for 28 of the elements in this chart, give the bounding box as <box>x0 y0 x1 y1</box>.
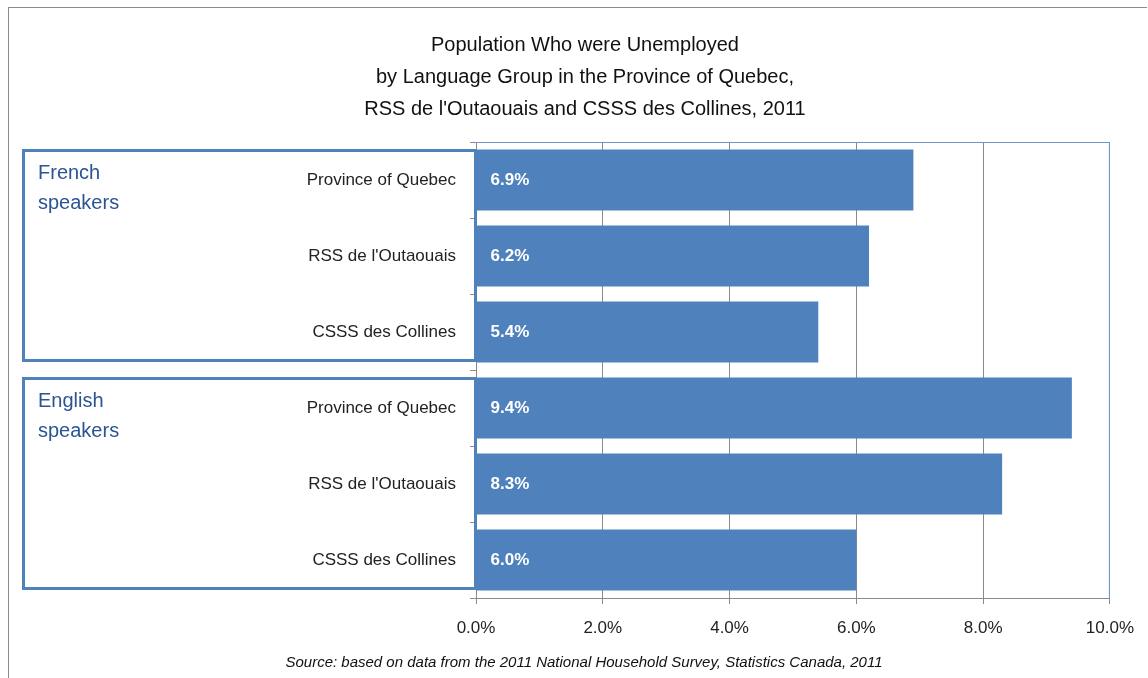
data-label: 5.4% <box>490 321 530 341</box>
bar <box>476 301 819 363</box>
data-label: 8.3% <box>490 473 530 493</box>
x-tick-label: 8.0% <box>963 617 1003 637</box>
x-tick-label: 10.0% <box>1085 617 1134 637</box>
x-tick-label: 6.0% <box>836 617 876 637</box>
bar <box>476 453 1003 515</box>
y-tick-label: Province of Quebec <box>306 169 457 189</box>
y-tick-label: RSS de l'Outaouais <box>308 245 456 265</box>
y-tick-label: CSSS des Collines <box>312 549 456 569</box>
data-label: 6.2% <box>490 245 530 265</box>
bar <box>476 377 1072 439</box>
y-tick-label: RSS de l'Outaouais <box>308 473 456 493</box>
text: English speakers <box>38 388 121 443</box>
source-note: Source: based on data from the 2011 National Household Survey, Statistics Canada, 2011 <box>284 652 884 672</box>
chart-title: Population Who were Unemployed by Language Group in the Province of Quebec, RSS de l'Outaouais and CSSS des Collines, 2011 <box>363 32 807 121</box>
y-tick-label: Province of Quebec <box>306 397 457 417</box>
text: French speakers <box>38 160 121 215</box>
data-label: 6.9% <box>490 169 530 189</box>
x-tick-label: 4.0% <box>710 617 749 637</box>
x-tick-label: 2.0% <box>583 617 623 637</box>
data-label: 9.4% <box>490 397 530 417</box>
y-tick-label: CSSS des Collines <box>312 321 456 341</box>
bar <box>476 225 870 287</box>
x-tick-label: 0.0% <box>456 617 496 637</box>
bar <box>476 529 857 591</box>
bar <box>476 149 914 211</box>
data-label: 6.0% <box>490 549 530 569</box>
